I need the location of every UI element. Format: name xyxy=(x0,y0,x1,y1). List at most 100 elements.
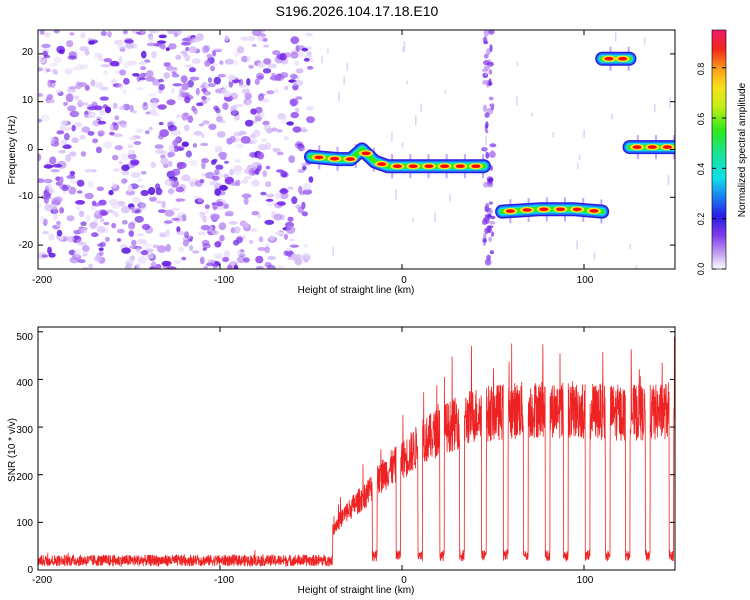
noise-blob xyxy=(488,78,492,87)
noise-blob xyxy=(257,143,268,151)
heatmap-noise-layer xyxy=(38,30,671,269)
noise-blob xyxy=(165,47,170,51)
noise-blob xyxy=(71,137,79,143)
noise-blob xyxy=(216,131,226,138)
noise-blob xyxy=(42,50,48,57)
track-peak xyxy=(440,164,450,168)
noise-blob xyxy=(140,171,147,175)
noise-blob xyxy=(138,61,147,65)
noise-blob xyxy=(484,258,492,266)
noise-blob xyxy=(178,246,185,253)
noise-blob xyxy=(65,93,74,102)
noise-blob xyxy=(142,102,149,111)
noise-blob xyxy=(284,85,289,91)
noise-blob xyxy=(290,36,300,45)
heatmap-ytick-label-0: -20 xyxy=(19,240,34,251)
noise-blob xyxy=(248,239,254,244)
noise-blob xyxy=(295,253,302,259)
noise-blob xyxy=(114,115,120,121)
noise-blob xyxy=(192,250,200,254)
noise-blob xyxy=(280,187,288,195)
noise-blob xyxy=(244,119,254,127)
noise-blob xyxy=(111,182,117,189)
noise-blob xyxy=(84,49,90,56)
noise-blob xyxy=(58,49,65,55)
noise-blob xyxy=(284,52,291,58)
snr-ytick-label-5: 500 xyxy=(16,332,33,343)
track-peak xyxy=(539,207,549,212)
noise-blob xyxy=(181,82,189,91)
noise-blob xyxy=(97,243,103,247)
noise-blob xyxy=(181,214,187,222)
noise-blob xyxy=(67,236,75,243)
noise-blob xyxy=(135,247,141,253)
noise-blob xyxy=(176,162,184,170)
track-peak xyxy=(345,157,355,161)
noise-blob xyxy=(485,202,490,210)
track-peak xyxy=(589,209,599,213)
noise-blob xyxy=(268,234,275,241)
noise-blob xyxy=(230,92,239,100)
snr-y-axis-label: SNR (10 * v/v) xyxy=(7,418,18,482)
noise-blob xyxy=(80,32,86,39)
noise-blob xyxy=(303,244,309,248)
noise-blob xyxy=(261,98,270,103)
noise-blob xyxy=(38,92,44,97)
noise-blob xyxy=(485,130,489,134)
noise-blob xyxy=(43,196,50,204)
noise-blob xyxy=(214,145,223,153)
noise-blob xyxy=(158,83,165,91)
noise-blob xyxy=(114,145,124,151)
noise-blob xyxy=(172,83,183,87)
noise-blob xyxy=(46,68,51,72)
noise-blob xyxy=(157,40,167,44)
noise-blob xyxy=(96,186,105,192)
noise-blob xyxy=(150,97,160,104)
noise-blob xyxy=(251,43,257,48)
snr-ytick-label-1: 100 xyxy=(16,518,33,529)
noise-blob xyxy=(103,141,113,149)
noise-blob xyxy=(76,204,81,211)
noise-blob xyxy=(229,168,234,176)
noise-blob xyxy=(276,201,286,206)
noise-blob xyxy=(147,253,155,259)
noise-blob xyxy=(128,222,136,230)
noise-blob xyxy=(103,221,110,226)
noise-blob xyxy=(201,158,209,164)
noise-blob xyxy=(176,226,181,233)
noise-blob xyxy=(127,153,137,160)
noise-blob xyxy=(298,185,303,194)
noise-blob xyxy=(104,106,112,114)
noise-blob xyxy=(215,108,221,114)
noise-blob xyxy=(91,232,99,238)
noise-blob xyxy=(206,53,213,59)
noise-blob xyxy=(164,178,175,187)
noise-blob xyxy=(241,178,249,185)
noise-blob xyxy=(131,110,138,114)
noise-blob xyxy=(123,77,130,85)
track-peak xyxy=(647,145,657,149)
noise-blob xyxy=(187,115,194,123)
noise-blob xyxy=(95,146,102,154)
noise-blob xyxy=(234,103,244,108)
noise-blob xyxy=(200,100,208,104)
snr-panel: -200 -100 0 100 0 100 200 300 400 500 He… xyxy=(7,326,676,596)
noise-blob xyxy=(49,203,58,210)
noise-streak xyxy=(629,244,631,250)
track-peak xyxy=(314,155,324,160)
noise-blob xyxy=(117,83,124,89)
noise-streak xyxy=(654,104,656,113)
noise-streak xyxy=(552,132,554,138)
noise-blob xyxy=(134,30,141,33)
noise-blob xyxy=(306,51,312,56)
noise-blob xyxy=(94,255,102,262)
noise-blob xyxy=(257,214,262,218)
noise-blob xyxy=(256,266,264,269)
noise-streak xyxy=(593,251,596,260)
noise-blob xyxy=(181,42,191,46)
noise-blob xyxy=(181,141,189,147)
noise-blob xyxy=(82,252,89,256)
noise-blob xyxy=(71,124,76,132)
noise-blob xyxy=(81,126,91,133)
noise-blob xyxy=(77,190,83,194)
